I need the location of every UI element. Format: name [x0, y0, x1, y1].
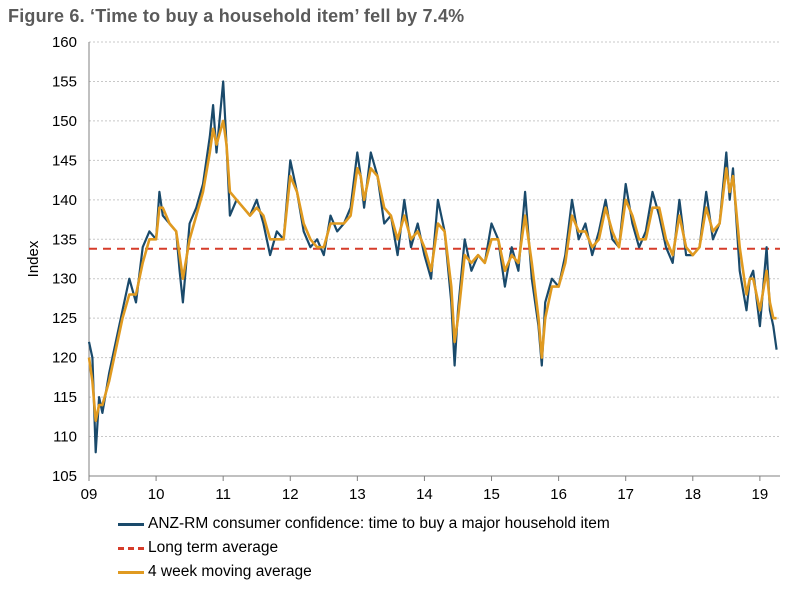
x-tick-label: 09 [81, 486, 98, 503]
legend-label-confidence: ANZ-RM consumer confidence: time to buy … [148, 515, 610, 532]
legend-item-moving-average: 4 week moving average [118, 560, 610, 584]
x-tick-label: 13 [349, 486, 366, 503]
x-tick-label: 17 [617, 486, 634, 503]
legend-label-long-term-average: Long term average [148, 539, 279, 556]
y-tick-label: 110 [53, 429, 77, 446]
legend-swatch-confidence [118, 522, 144, 526]
y-tick-label: 150 [52, 113, 77, 130]
y-tick-label: 105 [52, 468, 77, 485]
legend-label-moving-average: 4 week moving average [148, 563, 312, 580]
x-tick-label: 10 [148, 486, 165, 503]
x-tick-label: 18 [684, 486, 701, 503]
legend-swatch-moving-average [118, 570, 144, 574]
x-tick-label: 12 [282, 486, 299, 503]
series-moving-average [87, 119, 777, 423]
series-confidence [87, 80, 778, 454]
x-tick-label: 11 [215, 486, 231, 503]
legend-item-long-term-average: Long term average [118, 536, 610, 560]
legend-swatch-long-term-average [118, 546, 144, 550]
y-tick-label: 145 [52, 152, 77, 169]
x-tick-label: 16 [550, 486, 567, 503]
line-chart: 105 110 115 120 125 130 135 140 145 150 155 160 09 10… [25, 34, 780, 503]
figure-title: Figure 6. ‘Time to buy a household item’… [8, 6, 465, 26]
y-tick-label: 140 [52, 192, 77, 209]
y-tick-label: 115 [53, 389, 77, 406]
x-tick-label: 14 [416, 486, 433, 503]
x-tick-label: 19 [752, 486, 769, 503]
y-axis-title: Index [25, 240, 42, 277]
x-tick-label: 15 [483, 486, 500, 503]
y-tick-label: 155 [52, 73, 77, 90]
y-tick-label: 125 [52, 310, 77, 327]
y-tick-label: 160 [52, 34, 77, 51]
legend: ANZ-RM consumer confidence: time to buy … [118, 512, 610, 584]
y-tick-label: 135 [52, 231, 77, 248]
y-tick-label: 130 [52, 271, 77, 288]
legend-item-confidence: ANZ-RM consumer confidence: time to buy … [118, 512, 610, 536]
y-tick-label: 120 [52, 350, 77, 367]
